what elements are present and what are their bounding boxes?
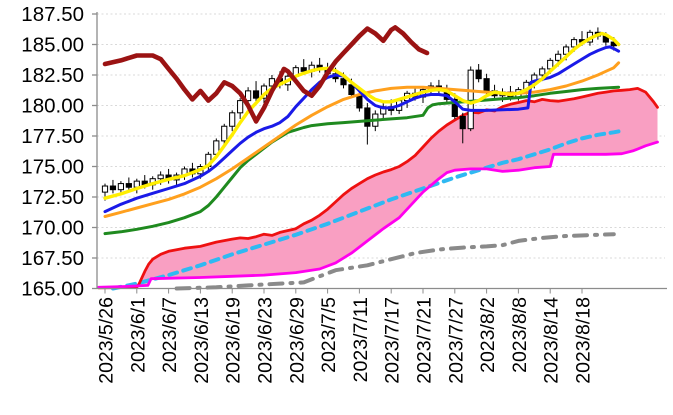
series-yellow-ma-line bbox=[103, 31, 621, 200]
overlay-lines-under bbox=[97, 87, 659, 291]
candle bbox=[364, 103, 371, 145]
candle-body bbox=[451, 98, 458, 117]
candle-body bbox=[475, 69, 482, 80]
candle-body bbox=[101, 185, 109, 193]
x-tick-label: 2023/7/5 bbox=[318, 297, 340, 373]
x-tick-label: 2023/8/14 bbox=[541, 297, 563, 384]
x-tick-label: 2023/5/26 bbox=[96, 297, 118, 384]
candle-body bbox=[555, 53, 562, 61]
candle-body bbox=[245, 90, 252, 102]
ichimoku-cloud bbox=[98, 88, 658, 288]
series-cloud-lower-magenta bbox=[97, 140, 659, 289]
y-tick-label: 185.00 bbox=[21, 34, 84, 57]
x-tick-label: 2023/6/1 bbox=[127, 297, 149, 373]
y-tick-label: 172.50 bbox=[21, 186, 84, 209]
candle-body bbox=[364, 107, 371, 127]
x-tick-label: 2023/8/18 bbox=[573, 297, 595, 384]
candle-body bbox=[229, 112, 236, 127]
series-gray-dash-dot-line bbox=[174, 232, 616, 291]
candle-body bbox=[483, 78, 490, 92]
axes bbox=[96, 12, 667, 290]
series-blue-ma-line bbox=[103, 45, 621, 214]
candle bbox=[475, 64, 482, 83]
candle-body bbox=[348, 84, 355, 96]
candle-body bbox=[237, 100, 244, 114]
candle bbox=[229, 110, 236, 132]
candle-body bbox=[252, 90, 260, 99]
x-tick-label: 2023/7/27 bbox=[445, 297, 467, 384]
x-axis-labels: 2023/5/26 2023/6/1 2023/6/7 2023/6/13 2023/6… bbox=[96, 288, 595, 384]
y-tick-label: 180.00 bbox=[21, 95, 84, 118]
x-tick-label: 2023/7/17 bbox=[382, 297, 404, 384]
series-cloud-upper-red bbox=[97, 87, 659, 290]
x-tick-label: 2023/7/21 bbox=[414, 297, 436, 384]
candle-body bbox=[221, 125, 228, 142]
candle-body bbox=[563, 46, 570, 55]
candle-body bbox=[340, 78, 347, 86]
candle-body bbox=[570, 39, 578, 48]
x-tick-label: 2023/8/2 bbox=[477, 297, 499, 373]
candle bbox=[252, 81, 260, 102]
x-tick-label: 2023/6/29 bbox=[286, 297, 308, 384]
y-tick-label: 175.00 bbox=[21, 156, 84, 179]
candle-body bbox=[467, 69, 474, 130]
x-tick-label: 2023/7/11 bbox=[350, 297, 372, 382]
candle-body bbox=[125, 183, 132, 188]
series-orange-ma-line bbox=[103, 61, 621, 218]
series-dark-red-thick-line bbox=[102, 25, 430, 124]
candle-body bbox=[459, 115, 466, 130]
candle-body bbox=[109, 185, 117, 191]
y-tick-label: 165.00 bbox=[21, 278, 84, 301]
x-tick-label: 2023/6/13 bbox=[191, 297, 213, 384]
candle bbox=[133, 178, 140, 194]
candle-body bbox=[300, 67, 307, 72]
x-tick-label: 2023/6/7 bbox=[159, 297, 181, 373]
candle bbox=[467, 66, 474, 132]
y-tick-label: 182.50 bbox=[21, 64, 84, 87]
candle bbox=[125, 177, 132, 191]
overlay-lines-over bbox=[102, 25, 621, 236]
candle-body bbox=[539, 68, 546, 76]
y-tick-label: 177.50 bbox=[21, 125, 84, 148]
candle bbox=[459, 112, 466, 144]
x-tick-label: 2023/8/8 bbox=[509, 297, 531, 373]
candle bbox=[237, 98, 244, 119]
x-tick-label: 2023/6/23 bbox=[255, 297, 277, 384]
series-green-ma-line bbox=[103, 85, 621, 236]
y-tick-label: 187.50 bbox=[21, 3, 84, 26]
x-tick-label: 2023/6/19 bbox=[223, 297, 245, 384]
candle-body bbox=[117, 183, 125, 191]
candle-body bbox=[157, 174, 164, 180]
candle-body bbox=[547, 59, 554, 70]
candle bbox=[221, 123, 228, 145]
y-tick-label: 170.00 bbox=[21, 217, 84, 240]
series-cyan-dashed-line bbox=[111, 129, 623, 291]
y-axis-labels: 187.50 185.00 182.50 180.00 177.50 175.00 172.… bbox=[21, 3, 97, 301]
candle bbox=[109, 179, 117, 194]
y-tick-label: 167.50 bbox=[21, 247, 84, 270]
